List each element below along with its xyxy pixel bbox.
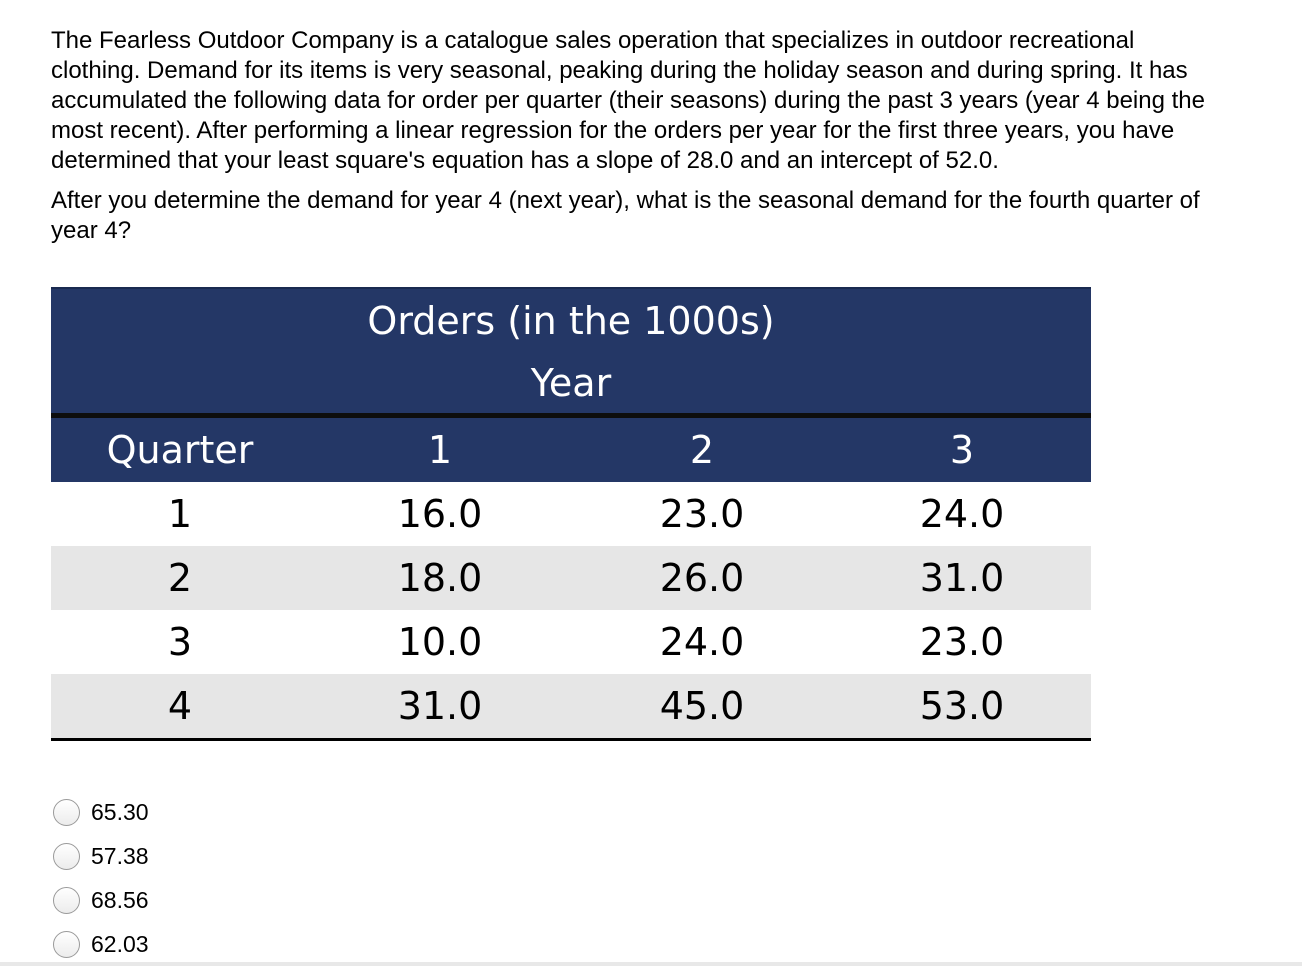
question-paragraph: The Fearless Outdoor Company is a catalo… [51,27,1205,174]
year-2-cell: 23.0 [659,492,745,536]
answer-option[interactable]: 62.03 [53,922,149,966]
option-label[interactable]: 65.30 [91,798,149,825]
table-row: 2 18.0 26.0 31.0 [51,546,1091,610]
year-3-cell: 31.0 [919,556,1005,600]
radio-button[interactable] [53,798,80,826]
quarter-cell: 1 [167,492,193,536]
year-2-cell: 24.0 [659,620,745,664]
column-header-year-1: 1 [427,428,453,472]
option-label[interactable]: 62.03 [91,930,149,957]
year-2-cell: 45.0 [659,684,745,728]
year-3-cell: 23.0 [919,620,1005,664]
table-row: 4 31.0 45.0 53.0 [51,674,1091,738]
header-divider [51,413,1091,418]
year-1-cell: 18.0 [397,556,483,600]
column-header-year-2: 2 [689,428,715,472]
column-header-year-3: 3 [949,428,975,472]
year-1-cell: 31.0 [397,684,483,728]
radio-button[interactable] [53,930,80,958]
option-label[interactable]: 68.56 [91,886,149,913]
column-header-quarter: Quarter [106,428,254,472]
column-header-row: Quarter 1 2 3 [51,418,1091,482]
year-3-cell: 53.0 [919,684,1005,728]
year-2-cell: 26.0 [659,556,745,600]
option-label[interactable]: 57.38 [91,842,149,869]
question-prompt: After you determine the demand for year … [51,187,1200,244]
page-bottom-divider [0,962,1302,966]
quarter-cell: 2 [167,556,193,600]
answer-option[interactable]: 68.56 [53,878,149,922]
table-header: Orders (in the 1000s) Year [51,287,1091,413]
table-bottom-border [51,738,1091,741]
question-text: The Fearless Outdoor Company is a catalo… [51,26,1211,246]
table-title: Orders (in the 1000s) [367,299,775,343]
radio-button[interactable] [53,842,80,870]
year-1-cell: 16.0 [397,492,483,536]
table-row: 1 16.0 23.0 24.0 [51,482,1091,546]
quarter-cell: 3 [167,620,193,664]
answer-option[interactable]: 57.38 [53,834,149,878]
table-subtitle: Year [530,361,612,405]
answer-options: 65.30 57.38 68.56 62.03 [53,790,149,966]
quarter-cell: 4 [167,684,193,728]
orders-table: Orders (in the 1000s) Year Quarter 1 2 3… [51,287,1091,741]
radio-button[interactable] [53,886,80,914]
year-3-cell: 24.0 [919,492,1005,536]
answer-option[interactable]: 65.30 [53,790,149,834]
table-row: 3 10.0 24.0 23.0 [51,610,1091,674]
year-1-cell: 10.0 [397,620,483,664]
